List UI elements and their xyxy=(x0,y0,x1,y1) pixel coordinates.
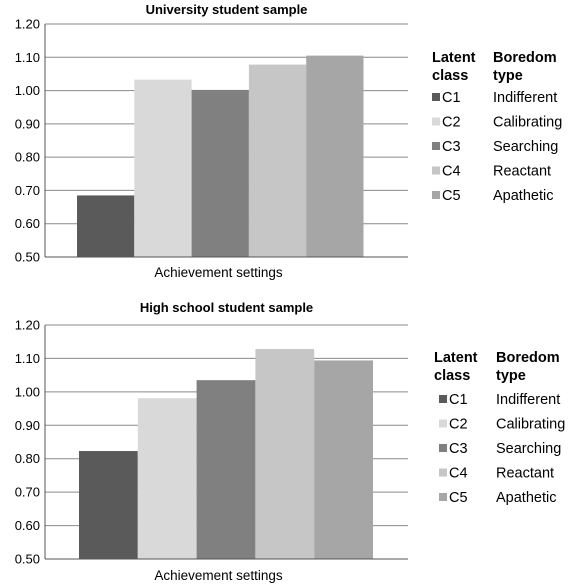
legend-type-label: Calibrating xyxy=(493,115,562,131)
legend-swatch-c2 xyxy=(439,419,447,428)
chart-panel-2: High school student sample 0.50 0.60 0.70 0.… xyxy=(15,300,566,583)
legend-swatch-c1 xyxy=(439,395,447,403)
legend-header-type-line2: type xyxy=(496,368,526,384)
y-tick-label: 0.90 xyxy=(15,418,40,433)
legend-type-label: Apathetic xyxy=(493,188,553,204)
bar-c2 xyxy=(137,398,197,559)
y-tick-label: 0.90 xyxy=(15,116,40,131)
legend-swatch-c3 xyxy=(432,142,440,150)
legend-class-label: C2 xyxy=(442,115,461,131)
legend-header-type-line1: Boredom xyxy=(496,350,560,366)
y-tick-label: 0.80 xyxy=(15,451,40,466)
legend-class-label: C1 xyxy=(449,392,468,408)
bar-c4 xyxy=(248,64,307,257)
legend-class-label: C5 xyxy=(442,188,461,204)
y-tick-label: 0.70 xyxy=(15,183,40,198)
legend-swatch-c4 xyxy=(439,468,447,477)
bar-c3 xyxy=(196,380,256,559)
bar-c2 xyxy=(134,79,192,257)
legend-swatch-c5 xyxy=(439,493,447,501)
legend-class-label: C4 xyxy=(449,466,468,482)
legend-swatch-c4 xyxy=(432,166,440,175)
y-tick-label: 1.20 xyxy=(15,17,40,32)
legend-header-class-line1: Latent xyxy=(434,350,478,366)
y-tick-label: 1.00 xyxy=(15,83,40,98)
x-axis-label: Achievement settings xyxy=(154,265,283,280)
legend-class-label: C4 xyxy=(442,164,461,180)
legend-swatch-c2 xyxy=(432,117,440,126)
x-axis-label: Achievement settings xyxy=(154,568,283,583)
legend-type-label: Reactant xyxy=(496,466,554,482)
legend-swatch-c5 xyxy=(432,191,440,199)
legend-type-label: Searching xyxy=(496,441,561,457)
y-tick-label: 0.70 xyxy=(15,485,40,500)
legend-class-label: C2 xyxy=(449,417,468,433)
chart-title: University student sample xyxy=(146,2,308,17)
legend-class-label: C1 xyxy=(442,90,461,106)
y-tick-label: 1.10 xyxy=(15,50,40,65)
bar-c1 xyxy=(79,451,138,559)
legend-type-label: Calibrating xyxy=(496,417,565,433)
y-tick-label: 0.60 xyxy=(15,518,40,533)
chart-panel-1: University student sample 0.50 0.60 0.70 0.8… xyxy=(15,2,563,280)
legend-class-label: C3 xyxy=(442,139,461,155)
bar-c4 xyxy=(255,349,315,559)
y-tick-label: 0.80 xyxy=(15,150,40,165)
legend: Latent class Boredom type C1 Indifferent C2 Cal… xyxy=(432,50,562,204)
legend-header-class-line2: class xyxy=(434,368,470,384)
legend-header-type-line2: type xyxy=(493,68,523,84)
legend-header-class-line1: Latent xyxy=(432,50,476,66)
legend: Latent class Boredom type C1 Indifferent C2 Cal… xyxy=(434,350,565,506)
y-tick-label: 0.50 xyxy=(15,552,40,567)
chart-title: High school student sample xyxy=(140,300,313,315)
legend-type-label: Apathetic xyxy=(496,490,556,506)
bar-c3 xyxy=(191,89,249,257)
y-tick-label: 1.20 xyxy=(15,318,40,333)
y-tick-label: 0.60 xyxy=(15,216,40,231)
legend-header-type-line1: Boredom xyxy=(493,50,557,66)
bar-c5 xyxy=(314,360,373,559)
y-tick-label: 0.50 xyxy=(15,250,40,265)
legend-class-label: C3 xyxy=(449,441,468,457)
y-tick-label: 1.10 xyxy=(15,351,40,366)
y-tick-label: 1.00 xyxy=(15,384,40,399)
legend-swatch-c3 xyxy=(439,444,447,452)
legend-type-label: Indifferent xyxy=(493,90,557,106)
legend-class-label: C5 xyxy=(449,490,468,506)
bar-c5 xyxy=(306,55,364,257)
legend-type-label: Searching xyxy=(493,139,558,155)
legend-type-label: Reactant xyxy=(493,164,551,180)
legend-header-class-line2: class xyxy=(432,68,468,84)
legend-type-label: Indifferent xyxy=(496,392,560,408)
bar-c1 xyxy=(77,195,135,257)
legend-swatch-c1 xyxy=(432,93,440,101)
